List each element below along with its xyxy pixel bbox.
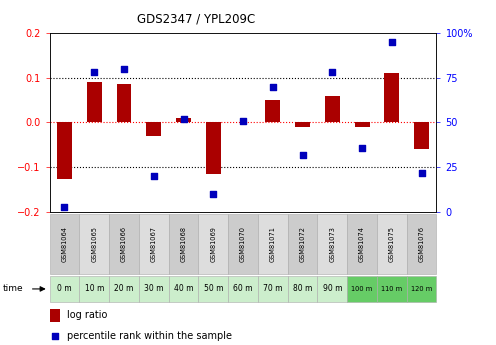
Text: GSM81072: GSM81072 (300, 226, 306, 262)
Bar (146, 122, 161, 136)
Bar (228, 276, 258, 302)
Bar (347, 276, 377, 302)
Text: 60 m: 60 m (233, 284, 253, 294)
Text: GDS2347 / YPL209C: GDS2347 / YPL209C (137, 13, 256, 26)
Point (388, 39, 396, 45)
Text: 90 m: 90 m (322, 284, 342, 294)
Bar (198, 276, 228, 302)
Bar (347, 214, 377, 274)
Text: GSM81069: GSM81069 (210, 226, 216, 262)
Bar (79, 276, 109, 302)
Point (180, 116, 187, 122)
Bar (288, 214, 317, 274)
Bar (258, 214, 288, 274)
Bar (139, 214, 169, 274)
Text: 40 m: 40 m (174, 284, 193, 294)
Point (299, 152, 307, 158)
Bar (228, 214, 258, 274)
Text: GSM81067: GSM81067 (151, 226, 157, 262)
Bar (109, 276, 139, 302)
Bar (79, 214, 109, 274)
Point (120, 66, 128, 71)
Text: 0 m: 0 m (57, 284, 72, 294)
Point (209, 191, 217, 197)
Text: GSM81071: GSM81071 (270, 226, 276, 262)
Bar (288, 276, 317, 302)
Text: 30 m: 30 m (144, 284, 164, 294)
Point (150, 174, 158, 179)
Text: time: time (2, 284, 23, 294)
Text: GSM81074: GSM81074 (359, 226, 365, 262)
Point (51, 334, 59, 339)
Bar (169, 214, 198, 274)
Bar (317, 214, 347, 274)
Text: log ratio: log ratio (67, 310, 108, 320)
Text: GSM81076: GSM81076 (419, 226, 425, 262)
Text: 10 m: 10 m (84, 284, 104, 294)
Bar (377, 214, 407, 274)
Text: 50 m: 50 m (203, 284, 223, 294)
Text: GSM81068: GSM81068 (181, 226, 186, 262)
Bar (265, 100, 280, 122)
Point (90, 69, 98, 75)
Text: 20 m: 20 m (114, 284, 134, 294)
Text: GSM81066: GSM81066 (121, 226, 127, 262)
Text: 70 m: 70 m (263, 284, 283, 294)
Text: 80 m: 80 m (293, 284, 312, 294)
Bar (139, 276, 169, 302)
Bar (198, 214, 228, 274)
Point (328, 69, 336, 75)
Text: GSM81075: GSM81075 (389, 226, 395, 262)
Text: 100 m: 100 m (352, 286, 372, 292)
Bar (384, 73, 399, 122)
Bar (377, 276, 407, 302)
Point (418, 170, 426, 176)
Bar (206, 122, 221, 174)
Bar (50, 309, 61, 322)
Text: GSM81064: GSM81064 (62, 226, 67, 262)
Point (358, 145, 366, 150)
Bar (50, 276, 79, 302)
Point (269, 84, 277, 89)
Bar (176, 118, 191, 122)
Point (239, 118, 247, 124)
Bar (295, 122, 310, 127)
Text: 120 m: 120 m (411, 286, 432, 292)
Bar (407, 276, 436, 302)
Text: GSM81065: GSM81065 (91, 226, 97, 262)
Point (61, 204, 68, 209)
Text: GSM81073: GSM81073 (329, 226, 335, 262)
Bar (109, 214, 139, 274)
Bar (355, 122, 370, 127)
Bar (169, 276, 198, 302)
Bar (87, 82, 102, 122)
Bar (414, 122, 429, 149)
Bar (50, 214, 79, 274)
Bar (317, 276, 347, 302)
Bar (325, 96, 340, 122)
Bar (117, 84, 131, 122)
Bar (57, 122, 72, 178)
Bar (258, 276, 288, 302)
Text: 110 m: 110 m (381, 286, 402, 292)
Text: percentile rank within the sample: percentile rank within the sample (67, 332, 232, 341)
Bar (407, 214, 436, 274)
Text: GSM81070: GSM81070 (240, 226, 246, 262)
